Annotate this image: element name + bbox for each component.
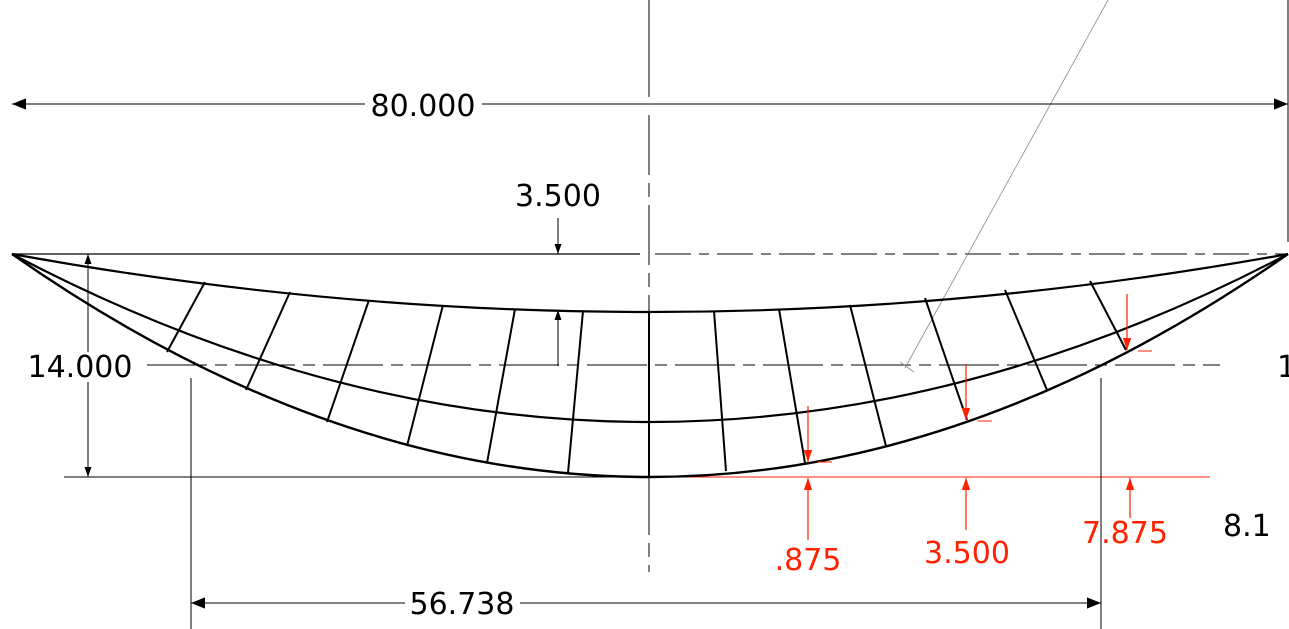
offset-annotations: .875 3.500 7.875 [775, 294, 1168, 578]
section-line [778, 308, 806, 464]
right-edge-label: 1 [1277, 350, 1289, 385]
section-line [1004, 289, 1048, 391]
offset-a-label: .875 [775, 543, 842, 578]
chord-width-label: 56.738 [410, 587, 515, 622]
section-line [567, 310, 584, 474]
overall-width-label: 80.000 [371, 89, 476, 124]
section-line [924, 297, 968, 421]
section-line [713, 310, 727, 472]
leader-line [904, 0, 1109, 369]
section-lines [166, 280, 1127, 477]
section-line [1089, 280, 1127, 351]
offset-b-label: 3.500 [924, 536, 1010, 571]
section-line [166, 281, 206, 353]
total-depth-label: 14.000 [28, 350, 133, 385]
section-line [326, 299, 370, 423]
inner-depth-label: 3.500 [515, 179, 601, 214]
section-line [406, 304, 444, 447]
right-cut-label: 8.1 [1223, 509, 1271, 544]
leader-tick [899, 361, 915, 373]
section-line [849, 304, 887, 447]
section-line [245, 291, 291, 391]
offset-c-label: 7.875 [1082, 516, 1168, 551]
section-line [486, 308, 516, 464]
